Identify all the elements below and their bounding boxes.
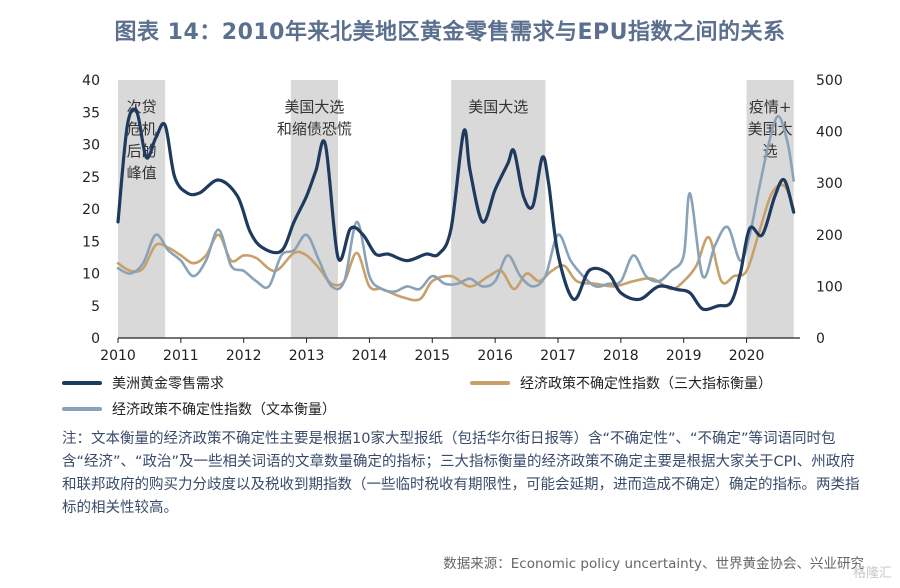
y-left-tick-label-3: 15 (82, 234, 100, 250)
y-right-tick-label-3: 300 (816, 176, 843, 192)
axes: 2010 2011 2012 2013 2014 2015 2016 2017 2018 2019… (82, 73, 843, 364)
x-tick-label-10: 2020 (729, 348, 765, 364)
shaded-band-label-2-0: 美国大选 (468, 98, 528, 116)
y-left-tick-label-8: 40 (82, 73, 100, 89)
x-tick-label-8: 2018 (603, 348, 639, 364)
x-tick-label-0: 2010 (100, 348, 136, 364)
x-tick-label-7: 2017 (540, 348, 576, 364)
x-tick-label-2: 2012 (226, 348, 262, 364)
x-tick-label-6: 2016 (477, 348, 513, 364)
legend-gold-label: 美洲黄金零售需求 (112, 376, 224, 392)
shaded-band-label-3-1: 美国大 (748, 120, 793, 138)
page-title: 图表 14：2010年来北美地区黄金零售需求与EPU指数之间的关系 (114, 20, 786, 45)
series-lines (116, 107, 796, 312)
legend-epu3-swatch (470, 381, 510, 385)
shaded-band-0 (118, 80, 166, 338)
x-tick-label-1: 2011 (163, 348, 199, 364)
legend-gold-swatch (62, 381, 102, 385)
legend-epu3-label: 经济政策不确定性指数（三大指标衡量） (520, 376, 772, 392)
legend-epuText-label: 经济政策不确定性指数（文本衡量） (112, 402, 336, 418)
y-left-tick-label-2: 10 (82, 267, 100, 283)
source-text: 数据来源：Economic policy uncertainty、世界黄金协会、… (443, 556, 864, 572)
y-left-tick-label-1: 5 (91, 299, 100, 315)
y-right-tick-label-4: 400 (816, 125, 843, 141)
footnote: 注：文本衡量的经济政策不确定性主要是根据10家大型报纸（包括华尔街日报等）含“不… (62, 431, 860, 516)
y-right-tick-label-5: 500 (816, 73, 843, 89)
shaded-band-label-1-0: 美国大选 (284, 98, 344, 116)
x-tick-label-9: 2019 (666, 348, 702, 364)
y-right-tick-label-2: 200 (816, 228, 843, 244)
series-line-2 (116, 114, 795, 294)
shaded-band-label-1-1: 和缩债恐慌 (277, 120, 352, 138)
x-tick-label-4: 2014 (352, 348, 388, 364)
legend-gold: 美洲黄金零售需求 (62, 373, 224, 393)
y-left-tick-label-6: 30 (82, 138, 100, 154)
shaded-band-label-0-0: 次贷 (127, 98, 157, 116)
legend-epu3: 经济政策不确定性指数（三大指标衡量） (470, 373, 772, 393)
legend-epuText-swatch (62, 407, 102, 411)
watermark: 格隆汇 (852, 566, 892, 581)
y-right-tick-label-1: 100 (816, 279, 843, 295)
shaded-band-label-3-0: 疫情+ (749, 98, 792, 116)
series-line-1 (116, 183, 795, 302)
x-tick-label-3: 2013 (289, 348, 325, 364)
y-left-tick-label-0: 0 (91, 331, 100, 347)
y-left-tick-label-7: 35 (82, 105, 100, 121)
y-left-tick-label-4: 20 (82, 202, 100, 218)
shaded-band-label-0-3: 峰值 (127, 164, 157, 182)
series-line-0 (116, 107, 796, 312)
x-tick-label-5: 2015 (414, 348, 450, 364)
legend-epuText: 经济政策不确定性指数（文本衡量） (62, 399, 336, 419)
y-left-tick-label-5: 25 (82, 170, 100, 186)
y-right-tick-label-0: 0 (816, 331, 825, 347)
